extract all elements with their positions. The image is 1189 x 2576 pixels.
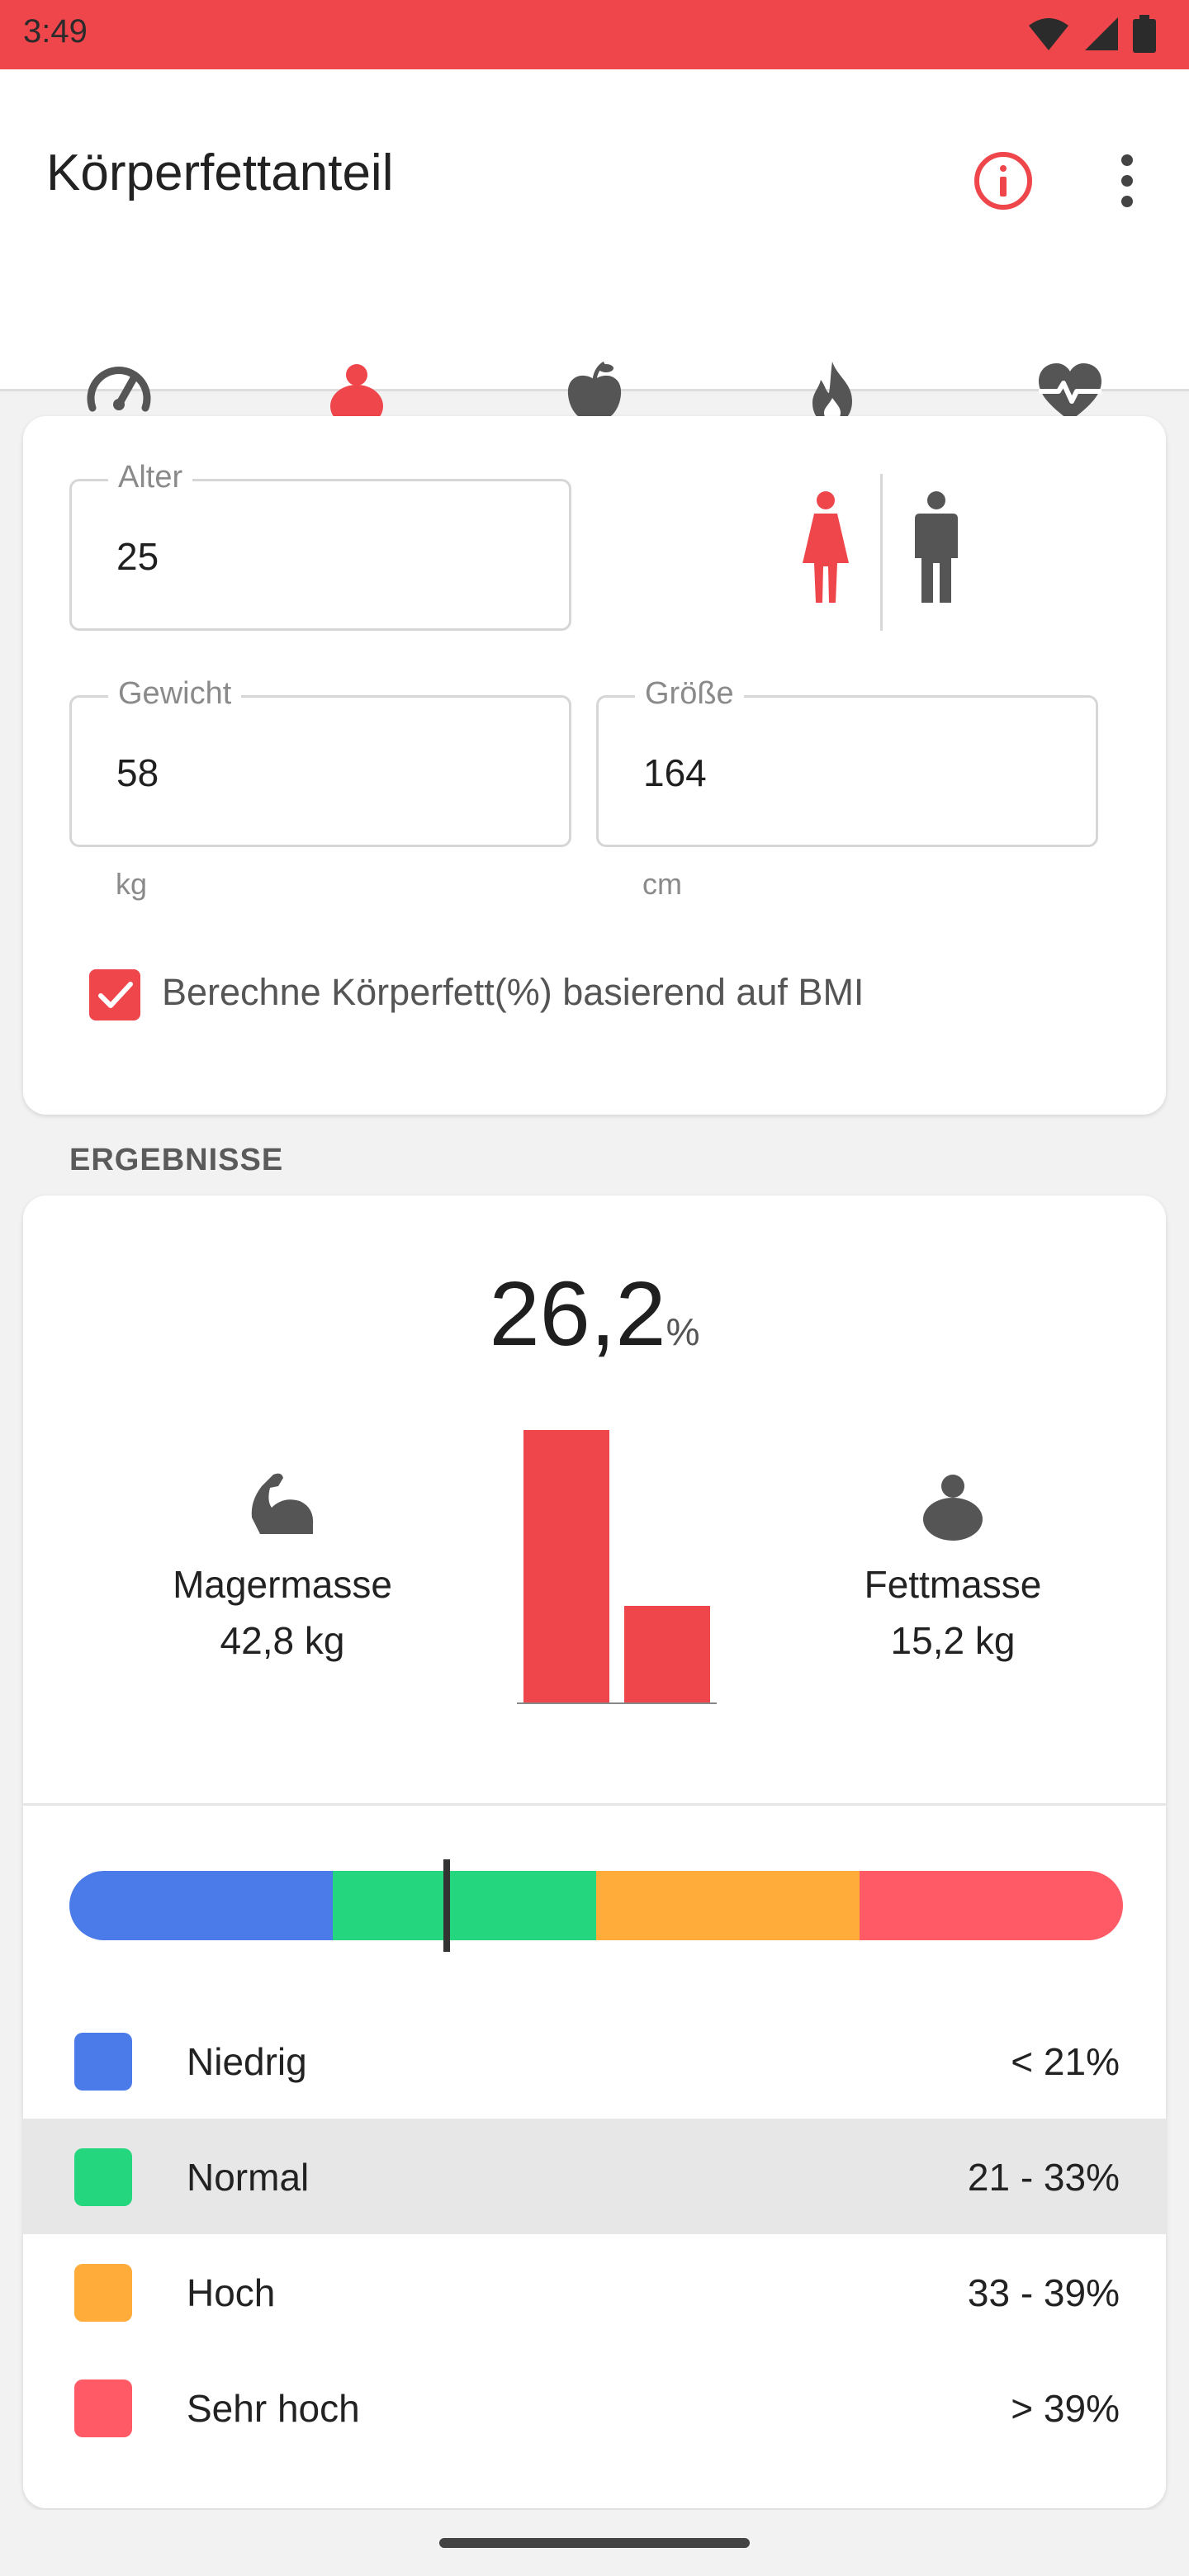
legend-swatch-low (74, 2033, 132, 2091)
category-scale-bar (69, 1871, 1123, 1940)
male-icon[interactable] (913, 490, 959, 603)
scale-segment-low (69, 1871, 333, 1940)
legend-row-high: Hoch 33 - 39% (23, 2234, 1166, 2350)
scale-segment-high (596, 1871, 860, 1940)
legend-swatch-high (74, 2264, 132, 2322)
tab-nutrition[interactable] (476, 325, 713, 461)
app-bar: Körperfettanteil (0, 69, 1189, 461)
tab-heart[interactable] (951, 325, 1189, 461)
signal-icon (1085, 17, 1118, 50)
weight-unit: kg (116, 867, 148, 901)
height-value: 164 (643, 751, 707, 794)
mass-bar-chart (494, 1415, 717, 1704)
tab-calories[interactable] (713, 325, 951, 461)
weight-value: 58 (116, 751, 159, 794)
system-nav-bar (0, 2510, 1189, 2576)
home-gesture-handle[interactable] (439, 2538, 750, 2548)
lean-mass-bar (523, 1430, 609, 1702)
body-fat-value: 26,2 (489, 1263, 666, 1365)
results-card: 26,2% Magermasse 42,8 kg Fettmasse 15,2 … (23, 1196, 1166, 2508)
legend-row-normal: Normal 21 - 33% (23, 2119, 1166, 2234)
female-icon[interactable] (801, 490, 850, 603)
results-section-label: ERGEBNISSE (69, 1143, 284, 1177)
status-time: 3:49 (23, 13, 88, 50)
legend-swatch-normal (74, 2148, 132, 2206)
speedometer-icon (87, 367, 151, 412)
results-divider (23, 1803, 1166, 1806)
gender-divider (880, 474, 883, 631)
bmi-checkbox[interactable] (89, 969, 140, 1020)
wifi-icon (1029, 18, 1068, 50)
gender-selector (766, 466, 997, 631)
fat-mass-label: Fettmasse (864, 1563, 1042, 1606)
page-title: Körperfettanteil (46, 144, 394, 201)
info-button[interactable] (966, 144, 1040, 218)
lean-mass: Magermasse 42,8 kg (117, 1468, 448, 1663)
lean-mass-value: 42,8 kg (220, 1619, 345, 1662)
body-fat-unit: % (666, 1310, 700, 1353)
legend-range-high: 33 - 39% (967, 2271, 1120, 2314)
legend-range-normal: 21 - 33% (967, 2156, 1120, 2199)
bar-baseline (517, 1702, 717, 1704)
legend-label-very-high: Sehr hoch (187, 2387, 360, 2430)
scale-segment-normal (333, 1871, 596, 1940)
flame-icon (812, 362, 852, 424)
lean-mass-label: Magermasse (173, 1563, 392, 1606)
apple-icon (567, 361, 622, 421)
info-icon (974, 152, 1032, 210)
legend-row-very-high: Sehr hoch > 39% (23, 2350, 1166, 2465)
weight-label: Gewicht (108, 676, 242, 712)
legend-swatch-very-high (74, 2379, 132, 2437)
fat-mass-bar (624, 1605, 710, 1702)
tab-speedometer[interactable] (0, 325, 238, 461)
legend-row-low: Niedrig < 21% (23, 2003, 1166, 2119)
legend-label-low: Niedrig (187, 2040, 307, 2083)
scale-marker (443, 1859, 451, 1952)
more-options-button[interactable] (1098, 144, 1156, 218)
body-fat-result: 26,2% (23, 1262, 1166, 1366)
input-card: Alter 25 Gewicht 58 kg Größe 164 cm Bere… (23, 416, 1166, 1115)
fat-mass-value: 15,2 kg (890, 1619, 1016, 1662)
height-field[interactable]: Größe 164 (596, 676, 1098, 847)
age-label: Alter (108, 460, 193, 495)
muscle-arm-icon (251, 1473, 314, 1534)
height-unit: cm (642, 867, 682, 901)
weight-field[interactable]: Gewicht 58 (69, 676, 571, 847)
scale-segment-very-high (860, 1871, 1123, 1940)
height-label: Größe (635, 676, 744, 712)
legend-range-very-high: > 39% (1011, 2387, 1120, 2430)
legend-label-normal: Normal (187, 2156, 310, 2199)
status-bar: 3:49 (0, 0, 1189, 69)
body-fat-icon (923, 1475, 983, 1541)
more-vert-icon (1121, 154, 1133, 207)
fat-mass: Fettmasse 15,2 kg (788, 1468, 1118, 1663)
age-field[interactable]: Alter 25 (69, 460, 571, 631)
battery-icon (1133, 15, 1156, 53)
bmi-checkbox-label[interactable]: Berechne Körperfett(%) basierend auf BMI (162, 971, 865, 1013)
checkmark-icon (98, 982, 133, 1008)
heart-pulse-icon (1039, 363, 1101, 421)
age-value: 25 (116, 535, 159, 578)
legend-range-low: < 21% (1011, 2040, 1120, 2083)
legend-label-high: Hoch (187, 2271, 276, 2314)
